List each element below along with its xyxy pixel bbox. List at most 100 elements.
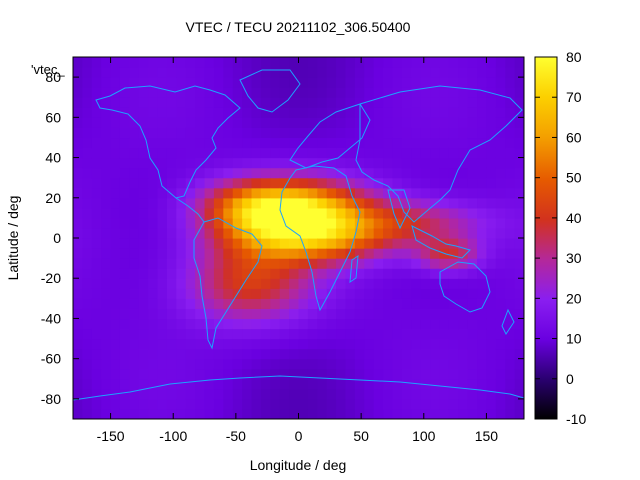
heatmap-cell [495, 137, 506, 149]
heatmap-cell [157, 238, 168, 249]
heatmap-cell [383, 157, 394, 169]
heatmap-cell [232, 57, 243, 68]
heatmap-cell [73, 157, 83, 169]
heatmap-cell [307, 217, 318, 229]
heatmap-cell [477, 268, 488, 279]
heatmap-cell [495, 378, 506, 390]
heatmap-cell [223, 278, 234, 289]
heatmap-cell [383, 378, 394, 390]
heatmap-cell [232, 117, 243, 128]
heatmap-cell [279, 308, 290, 320]
heatmap-cell [326, 87, 337, 98]
heatmap-cell [439, 167, 450, 179]
heatmap-cell [82, 388, 93, 400]
colorbar-tick-label: 70 [566, 89, 582, 105]
heatmap-cell [430, 358, 441, 370]
heatmap-cell [242, 338, 253, 350]
heatmap-cell [383, 268, 394, 279]
heatmap-cell [336, 97, 347, 108]
heatmap-cell [251, 338, 262, 350]
heatmap-cell [467, 157, 478, 169]
heatmap-cell [289, 157, 300, 169]
heatmap-cell [260, 308, 271, 320]
heatmap-cell [448, 248, 459, 259]
heatmap-cell [439, 107, 450, 118]
heatmap-cell [91, 358, 102, 370]
heatmap-cell [383, 318, 394, 330]
heatmap-cell [91, 107, 102, 118]
heatmap-cell [232, 127, 243, 139]
heatmap-cell [223, 97, 234, 108]
heatmap-cell [195, 268, 206, 279]
heatmap-cell [383, 177, 394, 189]
heatmap-cell [176, 258, 187, 269]
heatmap-cell [251, 187, 262, 199]
heatmap-cell [495, 67, 506, 78]
heatmap-cell [119, 318, 130, 330]
heatmap-cell [458, 177, 469, 189]
heatmap-cell [336, 348, 347, 360]
heatmap-cell [486, 57, 497, 68]
heatmap-cell [373, 358, 384, 370]
heatmap-cell [260, 298, 271, 309]
heatmap-cell [223, 57, 234, 68]
heatmap-cell [307, 388, 318, 400]
heatmap-cell [101, 358, 112, 370]
heatmap-cell [448, 217, 459, 229]
heatmap-cell [298, 308, 309, 320]
heatmap-cell [420, 177, 431, 189]
heatmap-cell [430, 137, 441, 149]
heatmap-cell [448, 177, 459, 189]
heatmap-cell [326, 388, 337, 400]
heatmap-cell [401, 87, 412, 98]
heatmap-cell [232, 318, 243, 330]
heatmap-cell [495, 408, 506, 419]
heatmap-cell [392, 107, 403, 118]
heatmap-cell [213, 117, 224, 128]
heatmap-cell [213, 398, 224, 410]
heatmap-cell [298, 197, 309, 209]
heatmap-cell [129, 127, 140, 139]
heatmap-cell [336, 328, 347, 340]
heatmap-cell [119, 408, 130, 419]
heatmap-cell [213, 408, 224, 419]
heatmap-cell [401, 318, 412, 330]
heatmap-cell [467, 187, 478, 199]
heatmap-cell [176, 67, 187, 78]
heatmap-cell [279, 147, 290, 159]
heatmap-cell [336, 57, 347, 68]
heatmap-cell [138, 288, 149, 299]
heatmap-cell [439, 117, 450, 128]
heatmap-cell [505, 258, 516, 269]
heatmap-cell [73, 278, 83, 289]
heatmap-cell [345, 318, 356, 330]
heatmap-cell [514, 187, 524, 199]
heatmap-cell [110, 57, 121, 68]
heatmap-cell [383, 87, 394, 98]
heatmap-cell [345, 127, 356, 139]
heatmap-cell [176, 298, 187, 309]
heatmap-cell [270, 67, 281, 78]
heatmap-cell [223, 67, 234, 78]
heatmap-cell [204, 97, 215, 108]
heatmap-cell [289, 358, 300, 370]
heatmap-cell [176, 278, 187, 289]
heatmap-cell [505, 167, 516, 179]
heatmap-cell [505, 368, 516, 380]
heatmap-cell [458, 187, 469, 199]
heatmap-cell [129, 97, 140, 108]
heatmap-cell [458, 217, 469, 229]
heatmap-cell [148, 97, 159, 108]
heatmap-cell [477, 398, 488, 410]
heatmap-cell [289, 227, 300, 239]
heatmap-cell [392, 57, 403, 68]
heatmap-cell [185, 167, 196, 179]
heatmap-cell [242, 348, 253, 360]
heatmap-cell [486, 368, 497, 380]
heatmap-cell [195, 398, 206, 410]
heatmap-cell [73, 87, 83, 98]
heatmap-cell [270, 288, 281, 299]
heatmap-cell [176, 117, 187, 128]
heatmap-cell [467, 298, 478, 309]
heatmap-cell [495, 177, 506, 189]
